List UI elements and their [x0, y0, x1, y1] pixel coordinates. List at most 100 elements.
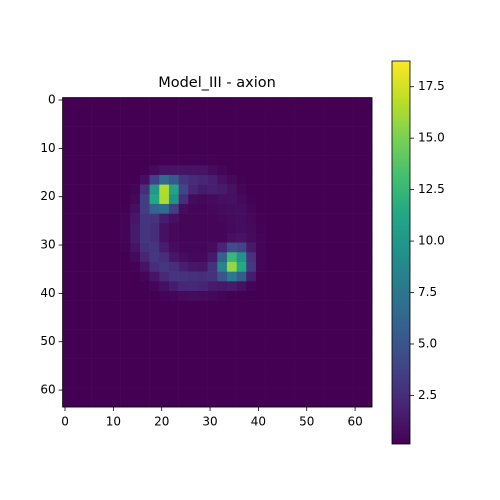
heatmap-cell	[284, 107, 295, 118]
heatmap-cell	[255, 348, 266, 359]
heatmap-cell	[226, 319, 237, 330]
heatmap-cell	[304, 271, 315, 282]
heatmap-cell	[120, 97, 131, 108]
heatmap-cell	[284, 116, 295, 127]
heatmap-cell	[275, 155, 286, 166]
heatmap-cell	[284, 300, 295, 311]
heatmap-cell	[284, 184, 295, 195]
heatmap-cell	[62, 310, 73, 321]
heatmap-cell	[130, 397, 141, 408]
heatmap-cell	[246, 310, 257, 321]
x-tick-label: 40	[251, 415, 266, 429]
heatmap-cell	[91, 194, 102, 205]
x-tick-label: 20	[154, 415, 169, 429]
heatmap-cell	[81, 203, 92, 214]
heatmap-cell	[236, 223, 247, 234]
heatmap-cell	[207, 194, 218, 205]
heatmap-cell	[130, 155, 141, 166]
heatmap-cell	[265, 107, 276, 118]
heatmap-cell	[226, 261, 237, 272]
heatmap-cell	[149, 319, 160, 330]
heatmap-cell	[313, 348, 324, 359]
heatmap-cell	[246, 329, 257, 340]
heatmap-cell	[139, 271, 150, 282]
heatmap-cell	[304, 232, 315, 243]
heatmap-cell	[149, 358, 160, 369]
heatmap-cell	[168, 242, 179, 253]
heatmap-cell	[168, 329, 179, 340]
heatmap-cell	[352, 397, 363, 408]
heatmap-cell	[91, 300, 102, 311]
heatmap-cell	[333, 165, 344, 176]
heatmap-cell	[149, 368, 160, 379]
heatmap-cell	[217, 242, 228, 253]
heatmap-cell	[120, 116, 131, 127]
heatmap-cell	[101, 174, 112, 185]
heatmap-cell	[236, 165, 247, 176]
heatmap-cell	[265, 174, 276, 185]
heatmap-cell	[304, 165, 315, 176]
heatmap-cell	[81, 358, 92, 369]
heatmap-cell	[72, 184, 83, 195]
heatmap-cell	[81, 116, 92, 127]
heatmap-cell	[178, 203, 189, 214]
heatmap-cell	[323, 387, 334, 398]
x-tick-label: 60	[347, 415, 362, 429]
heatmap-cell	[81, 174, 92, 185]
heatmap-cell	[207, 145, 218, 156]
heatmap-cell	[255, 97, 266, 108]
heatmap-cell	[139, 136, 150, 147]
heatmap-cell	[72, 242, 83, 253]
heatmap-cell	[139, 387, 150, 398]
heatmap-cell	[91, 116, 102, 127]
heatmap-cell	[342, 223, 353, 234]
heatmap-cell	[110, 319, 121, 330]
heatmap-cell	[284, 358, 295, 369]
heatmap-cell	[236, 271, 247, 282]
heatmap-cell	[188, 387, 199, 398]
heatmap-cell	[72, 194, 83, 205]
heatmap-cell	[294, 261, 305, 272]
heatmap-cell	[333, 136, 344, 147]
heatmap-cell	[72, 97, 83, 108]
heatmap-cell	[81, 368, 92, 379]
heatmap-cell	[265, 358, 276, 369]
heatmap-cell	[333, 377, 344, 388]
heatmap-cell	[188, 145, 199, 156]
heatmap-cell	[149, 165, 160, 176]
heatmap-cell	[342, 194, 353, 205]
heatmap-cell	[81, 348, 92, 359]
heatmap-cell	[207, 368, 218, 379]
heatmap-cell	[149, 261, 160, 272]
heatmap-cell	[159, 300, 170, 311]
heatmap-cell	[323, 213, 334, 224]
heatmap-cell	[217, 358, 228, 369]
heatmap-cell	[159, 358, 170, 369]
heatmap-cell	[323, 126, 334, 137]
heatmap-cell	[197, 116, 208, 127]
heatmap-cell	[246, 213, 257, 224]
heatmap-cell	[101, 358, 112, 369]
heatmap-cell	[168, 97, 179, 108]
heatmap-cell	[342, 213, 353, 224]
heatmap-cell	[159, 290, 170, 301]
heatmap-cell	[333, 97, 344, 108]
heatmap-cell	[149, 136, 160, 147]
heatmap-cell	[139, 232, 150, 243]
heatmap-cell	[304, 155, 315, 166]
heatmap-cell	[197, 203, 208, 214]
heatmap-cell	[81, 387, 92, 398]
heatmap-cell	[323, 310, 334, 321]
heatmap-cell	[130, 174, 141, 185]
heatmap-cell	[246, 252, 257, 263]
heatmap-cell	[323, 368, 334, 379]
heatmap-cell	[226, 194, 237, 205]
heatmap-cell	[139, 126, 150, 137]
heatmap-cell	[236, 310, 247, 321]
heatmap-cell	[362, 126, 373, 137]
heatmap-cell	[62, 116, 73, 127]
heatmap-cell	[294, 358, 305, 369]
heatmap-cell	[91, 339, 102, 350]
heatmap-cell	[246, 194, 257, 205]
heatmap-cell	[275, 261, 286, 272]
